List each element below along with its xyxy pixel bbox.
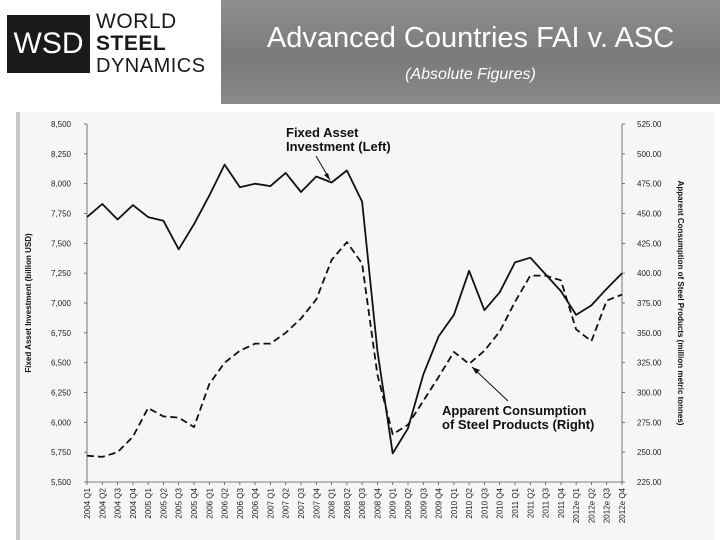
right-tick-label: 225.00 xyxy=(637,478,662,487)
x-tick-label: 2010 Q2 xyxy=(465,487,474,518)
x-tick-label: 2006 Q2 xyxy=(221,487,230,518)
annotation-fai-line1: Fixed Asset xyxy=(286,125,359,140)
left-tick-label: 6,500 xyxy=(51,359,72,368)
x-tick-label: 2011 Q3 xyxy=(542,487,551,518)
right-tick-label: 300.00 xyxy=(637,389,662,398)
logo-line-dynamics: DYNAMICS xyxy=(96,55,206,77)
annotation-asc-arrowhead xyxy=(472,367,480,374)
left-tick-label: 6,750 xyxy=(51,329,72,338)
x-tick-label: 2010 Q4 xyxy=(496,487,505,518)
x-tick-label: 2012e Q2 xyxy=(587,487,596,523)
right-tick-label: 275.00 xyxy=(637,418,662,427)
x-tick-label: 2010 Q1 xyxy=(450,487,459,518)
x-tick-label: 2005 Q4 xyxy=(190,487,199,518)
annotation-fai-line2: Investment (Left) xyxy=(286,139,391,154)
left-tick-label: 6,250 xyxy=(51,389,72,398)
left-tick-label: 7,750 xyxy=(51,210,72,219)
right-tick-label: 350.00 xyxy=(637,329,662,338)
x-tick-label: 2009 Q3 xyxy=(419,487,428,518)
slide-subtitle: (Absolute Figures) xyxy=(405,66,536,83)
right-tick-label: 400.00 xyxy=(637,269,662,278)
x-tick-label: 2012e Q1 xyxy=(572,487,581,523)
right-tick-label: 500.00 xyxy=(637,150,662,159)
x-tick-label: 2004 Q4 xyxy=(129,487,138,518)
x-tick-label: 2012e Q4 xyxy=(618,487,627,523)
x-tick-label: 2006 Q1 xyxy=(205,487,214,518)
right-tick-label: 525.00 xyxy=(637,120,662,129)
right-tick-label: 450.00 xyxy=(637,210,662,219)
series-lines xyxy=(86,163,623,458)
left-tick-label: 5,500 xyxy=(51,478,72,487)
x-tick-label: 2008 Q4 xyxy=(373,487,382,518)
x-tick-label: 2011 Q1 xyxy=(511,487,520,518)
left-tick-label: 8,000 xyxy=(51,180,72,189)
right-tick-labels: 225.00 250.00 275.00 300.00 325.00 350.00 375.… xyxy=(622,120,662,487)
left-tick-label: 8,250 xyxy=(51,150,72,159)
x-tick-label: 2009 Q1 xyxy=(389,487,398,518)
series-line-fai xyxy=(86,163,623,455)
x-tick-label: 2012e Q3 xyxy=(603,487,612,523)
x-tick-label: 2007 Q2 xyxy=(282,487,291,518)
x-tick-labels: 2004 Q1 2004 Q2 2004 Q3 2004 Q4 2005 Q1 2005 … xyxy=(83,482,627,523)
x-tick-label: 2010 Q3 xyxy=(480,487,489,518)
x-tick-label: 2004 Q1 xyxy=(83,487,92,518)
header: WSD WORLD STEEL DYNAMICS Advanced Countr… xyxy=(0,0,720,108)
x-tick-label: 2006 Q4 xyxy=(251,487,260,518)
x-tick-label: 2008 Q3 xyxy=(358,487,367,518)
y-axis-label-left: Fixed Asset Investment (billion USD) xyxy=(24,233,33,373)
x-tick-label: 2005 Q2 xyxy=(159,487,168,518)
x-tick-label: 2011 Q4 xyxy=(557,487,566,518)
annotation-asc-line1: Apparent Consumption xyxy=(442,403,586,418)
x-tick-label: 2011 Q2 xyxy=(526,487,535,518)
right-tick-label: 250.00 xyxy=(637,448,662,457)
left-tick-label: 6,000 xyxy=(51,418,72,427)
left-tick-label: 5,750 xyxy=(51,448,72,457)
right-tick-label: 325.00 xyxy=(637,359,662,368)
left-tick-label: 8,500 xyxy=(51,120,72,129)
right-tick-label: 375.00 xyxy=(637,299,662,308)
logo-line-steel: STEEL xyxy=(96,32,167,55)
x-tick-label: 2008 Q1 xyxy=(328,487,337,518)
left-tick-labels: 5,500 5,750 6,000 6,250 6,500 6,750 7,000 7,250… xyxy=(51,120,87,487)
slide-title: Advanced Countries FAI v. ASC xyxy=(266,22,675,54)
left-tick-label: 7,500 xyxy=(51,239,72,248)
x-tick-label: 2009 Q4 xyxy=(435,487,444,518)
x-tick-label: 2007 Q3 xyxy=(297,487,306,518)
x-tick-label: 2005 Q1 xyxy=(144,487,153,518)
logo-wordmark: WORLD STEEL DYNAMICS xyxy=(96,10,206,78)
title-banner: Advanced Countries FAI v. ASC (Absolute … xyxy=(221,0,720,104)
x-tick-label: 2004 Q2 xyxy=(98,487,107,518)
series-line-asc xyxy=(86,241,623,458)
left-tick-label: 7,250 xyxy=(51,269,72,278)
x-tick-label: 2004 Q3 xyxy=(114,487,123,518)
logo-wsd: WSD xyxy=(7,15,90,73)
annotation-asc-line2: of Steel Products (Right) xyxy=(442,417,594,432)
annotation-fai-arrowhead xyxy=(324,173,330,180)
right-tick-label: 425.00 xyxy=(637,239,662,248)
y-axis-label-right: Apparent Consumption of Steel Products (… xyxy=(676,181,685,426)
x-tick-label: 2005 Q3 xyxy=(175,487,184,518)
x-tick-label: 2006 Q3 xyxy=(236,487,245,518)
annotation-asc-arrow xyxy=(471,366,509,402)
logo-line-world: WORLD xyxy=(96,10,177,33)
right-tick-label: 475.00 xyxy=(637,180,662,189)
x-tick-label: 2008 Q2 xyxy=(343,487,352,518)
x-tick-label: 2009 Q2 xyxy=(404,487,413,518)
left-tick-label: 7,000 xyxy=(51,299,72,308)
x-tick-label: 2007 Q1 xyxy=(266,487,275,518)
x-tick-label: 2007 Q4 xyxy=(312,487,321,518)
